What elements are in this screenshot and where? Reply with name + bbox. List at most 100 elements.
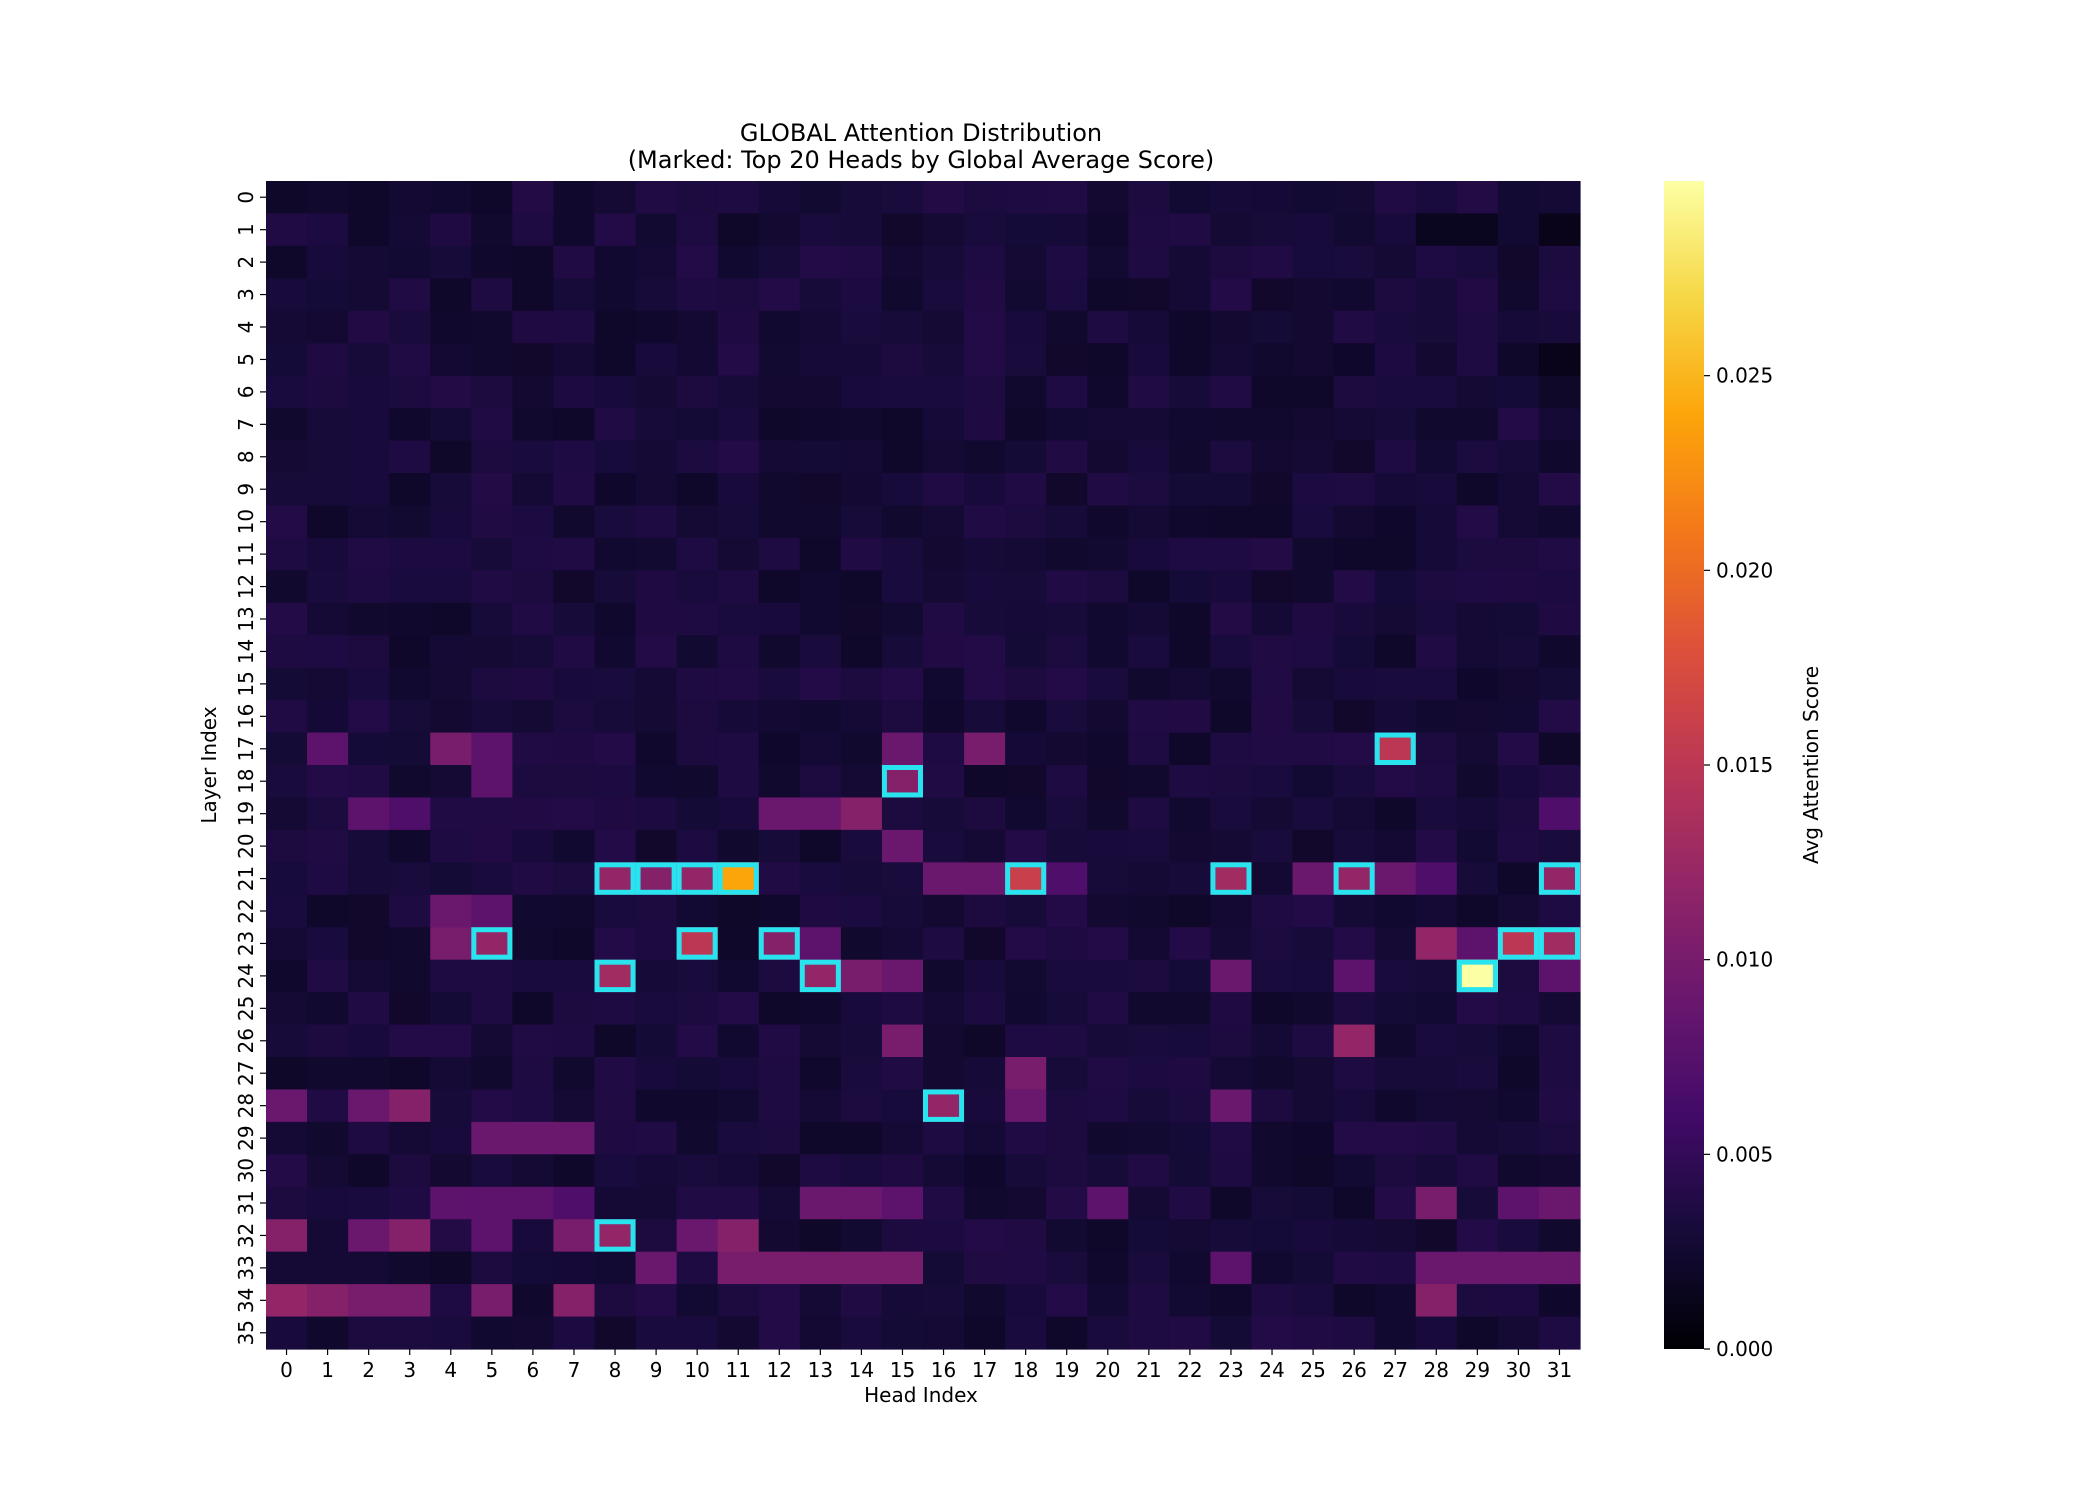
cell-l31-h10 <box>676 1186 719 1220</box>
cell-l2-h12 <box>758 245 801 279</box>
cell-l18-h19 <box>1046 765 1088 799</box>
cell-l7-h5 <box>471 408 513 442</box>
cell-l15-h16 <box>923 667 965 701</box>
cell-l15-h26 <box>1333 667 1376 701</box>
cell-l19-h13 <box>799 797 842 831</box>
cell-l20-h9 <box>635 829 678 863</box>
cell-l33-h9 <box>635 1251 678 1285</box>
cell-l33-h31 <box>1538 1251 1581 1285</box>
cell-l16-h25 <box>1292 700 1335 734</box>
cell-l13-h19 <box>1046 602 1088 636</box>
x-tick-label: 16 <box>931 1358 956 1382</box>
top20-marker-l21-h8 <box>594 862 636 895</box>
cell-l6-h31 <box>1538 375 1581 409</box>
cell-l19-h0 <box>266 797 308 831</box>
cell-l31-h28 <box>1415 1186 1458 1220</box>
cell-l35-h4 <box>430 1316 472 1350</box>
cell-l20-h10 <box>676 829 719 863</box>
cell-l22-h1 <box>307 894 349 928</box>
cell-l17-h10 <box>676 732 719 766</box>
y-tick-label: 25 <box>234 996 258 1021</box>
cell-l32-h10 <box>676 1219 719 1253</box>
cell-l16-h20 <box>1087 700 1129 734</box>
cell-l31-h4 <box>430 1186 472 1220</box>
cell-l26-h10 <box>676 1024 719 1058</box>
cell-l0-h16 <box>923 181 965 215</box>
cell-l24-h5 <box>471 959 513 993</box>
cell-l7-h4 <box>430 408 472 442</box>
cell-l10-h28 <box>1415 505 1458 539</box>
cell-l22-h25 <box>1292 894 1335 928</box>
cell-l20-h26 <box>1333 829 1376 863</box>
cell-l16-h13 <box>799 700 842 734</box>
cell-l16-h3 <box>389 700 431 734</box>
cell-l32-h31 <box>1538 1219 1581 1253</box>
cell-l30-h4 <box>430 1154 472 1188</box>
cell-l5-h10 <box>676 343 719 377</box>
cell-l3-h13 <box>799 278 842 312</box>
cell-l24-h15 <box>881 959 924 993</box>
cell-l7-h3 <box>389 408 431 442</box>
top20-marker-l21-h9 <box>635 862 677 895</box>
top20-marker-l32-h8 <box>594 1219 636 1252</box>
cell-l14-h2 <box>348 635 390 669</box>
cell-l34-h25 <box>1292 1284 1335 1318</box>
cell-l21-h7 <box>553 862 596 896</box>
cell-l1-h10 <box>676 213 719 247</box>
cell-l34-h2 <box>348 1284 390 1318</box>
cell-l26-h30 <box>1497 1024 1540 1058</box>
cell-l35-h30 <box>1497 1316 1540 1350</box>
cell-l10-h2 <box>348 505 390 539</box>
y-tick-label: 12 <box>234 574 258 599</box>
x-tick-label: 13 <box>808 1358 833 1382</box>
cell-l16-h19 <box>1046 700 1088 734</box>
cell-l20-h23 <box>1210 829 1253 863</box>
cell-l0-h6 <box>512 181 555 215</box>
cell-l0-h10 <box>676 181 719 215</box>
cell-l26-h11 <box>717 1024 760 1058</box>
cell-l10-h9 <box>635 505 678 539</box>
cell-l27-h26 <box>1333 1057 1376 1091</box>
cell-l22-h12 <box>758 894 801 928</box>
cell-l19-h10 <box>676 797 719 831</box>
cell-l33-h6 <box>512 1251 555 1285</box>
cell-l30-h31 <box>1538 1154 1581 1188</box>
cell-l30-h22 <box>1169 1154 1212 1188</box>
cell-l12-h15 <box>881 570 924 604</box>
cell-l19-h24 <box>1251 797 1294 831</box>
cell-l4-h5 <box>471 310 513 344</box>
cell-l32-h11 <box>717 1219 760 1253</box>
cell-l19-h21 <box>1128 797 1170 831</box>
cell-l33-h17 <box>964 1251 1006 1285</box>
cell-l5-h11 <box>717 343 760 377</box>
cell-l34-h16 <box>923 1284 965 1318</box>
cell-l2-h24 <box>1251 245 1294 279</box>
cell-l8-h4 <box>430 440 472 474</box>
cell-l12-h1 <box>307 570 349 604</box>
cell-l14-h11 <box>717 635 760 669</box>
cell-l1-h1 <box>307 213 349 247</box>
cell-l1-h4 <box>430 213 472 247</box>
cell-l32-h12 <box>758 1219 801 1253</box>
cell-l28-h17 <box>964 1089 1006 1123</box>
cell-l28-h20 <box>1087 1089 1129 1123</box>
cell-l9-h25 <box>1292 473 1335 507</box>
cell-l7-h15 <box>881 408 924 442</box>
cell-l7-h14 <box>840 408 883 442</box>
cell-l35-h21 <box>1128 1316 1170 1350</box>
cell-l2-h8 <box>594 245 637 279</box>
x-tick-label: 21 <box>1136 1358 1161 1382</box>
cell-l30-h7 <box>553 1154 596 1188</box>
cell-l33-h26 <box>1333 1251 1376 1285</box>
cell-l3-h23 <box>1210 278 1253 312</box>
cell-l0-h3 <box>389 181 431 215</box>
cell-l16-h17 <box>964 700 1006 734</box>
cell-l28-h29 <box>1456 1089 1499 1123</box>
x-tick-label: 2 <box>362 1358 375 1382</box>
cell-l12-h8 <box>594 570 637 604</box>
cell-l18-h1 <box>307 765 349 799</box>
cell-l6-h15 <box>881 375 924 409</box>
cell-l19-h12 <box>758 797 801 831</box>
cell-l22-h16 <box>923 894 965 928</box>
cell-l26-h31 <box>1538 1024 1581 1058</box>
